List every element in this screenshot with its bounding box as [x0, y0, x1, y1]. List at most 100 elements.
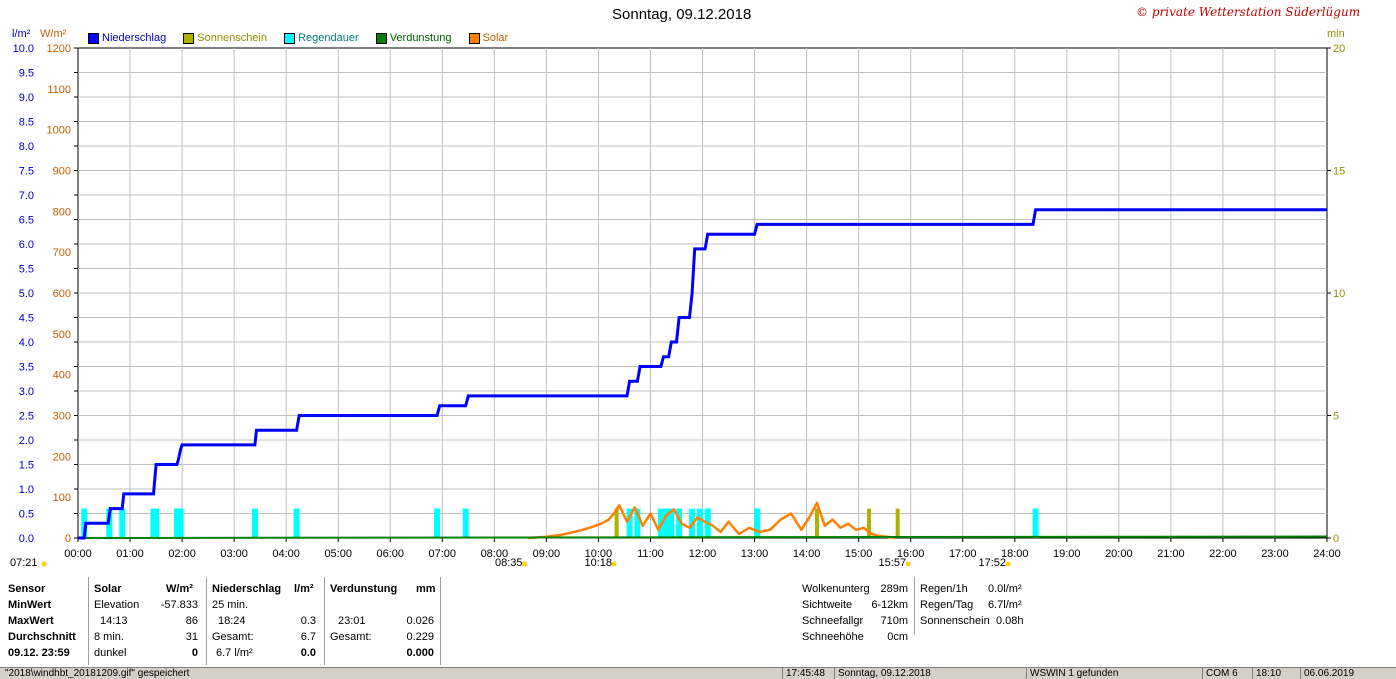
regendauer-bar — [153, 508, 160, 538]
y-tick-label-rain: 2.5 — [19, 411, 34, 423]
legend-item-solar: Solar — [468, 32, 509, 44]
x-tick-label: 10:00 — [585, 548, 613, 560]
x-tick-label: 07:00 — [429, 548, 457, 560]
cloud-base-label: Wolkenunterg — [802, 583, 870, 595]
regendauer-bar — [634, 508, 641, 538]
status-date: Sonntag, 09.12.2018 — [834, 668, 1024, 679]
rain-day-value: 6.7l/m² — [988, 599, 1022, 611]
solar-max-label: 14:13 — [100, 615, 128, 627]
durchschnitt-label: Durchschnitt — [8, 631, 76, 643]
y-tick-label-rain: 4.5 — [19, 313, 34, 325]
y-tick-label-solar: 1100 — [47, 84, 71, 96]
legend-label: Solar — [482, 32, 509, 44]
regendauer-bar — [462, 508, 469, 538]
legend-swatch — [284, 32, 296, 44]
sonnenschein-bar — [867, 508, 872, 538]
y-tick-label-solar: 400 — [53, 370, 71, 382]
divider — [88, 577, 89, 665]
y-tick-label-solar: 700 — [53, 247, 71, 259]
maxwert-label: MaxWert — [8, 615, 54, 627]
y-tick-label-rain: 0.0 — [19, 533, 34, 545]
rain-1h-value: 0.0l/m² — [988, 583, 1022, 595]
legend: Niederschlag Sonnenschein Regendauer Ver… — [88, 32, 508, 44]
y-tick-label-solar: 600 — [53, 288, 71, 300]
y-tick-label-solar: 900 — [53, 166, 71, 178]
verdunstung-line — [77, 535, 1328, 539]
status-clock: 18:10 — [1252, 668, 1294, 679]
evap-now-value: 0.000 — [406, 647, 434, 659]
sunshine-value: 0.08h — [996, 615, 1024, 627]
y-tick-label-rain: 5.0 — [19, 288, 34, 300]
solar-now-label: dunkel — [94, 647, 127, 659]
legend-label: Niederschlag — [102, 32, 167, 44]
sensor-label: Sensor — [8, 583, 46, 595]
y-tick-label-solar: 800 — [53, 206, 71, 218]
current-datetime: 09.12. 23:59 — [8, 647, 70, 659]
y-tick-label-rain: 10.0 — [13, 43, 34, 55]
y-tick-label-minutes: 5 — [1333, 411, 1339, 423]
evap-unit: mm — [416, 583, 436, 595]
regendauer-bar — [626, 508, 633, 538]
y-tick-label-solar: 500 — [53, 329, 71, 341]
x-tick-label: 21:00 — [1157, 548, 1185, 560]
marker-label: 10:18 — [584, 557, 612, 569]
status-date2: 06.06.2019 — [1300, 668, 1394, 679]
rain-total-value: 6.7 — [300, 631, 316, 643]
snow-depth-value: 0cm — [887, 631, 908, 643]
y-tick-label-rain: 2.0 — [19, 435, 34, 447]
x-tick-label: 03:00 — [220, 548, 248, 560]
x-tick-label: 02:00 — [168, 548, 196, 560]
marker-label: 15:57 — [879, 557, 907, 569]
x-tick-label: 01:00 — [116, 548, 144, 560]
x-tick-label: 24:00 — [1313, 548, 1341, 560]
y-tick-label-rain: 0.5 — [19, 509, 34, 521]
visibility-value: 6-12km — [871, 599, 908, 611]
x-tick-label: 11:00 — [637, 548, 664, 560]
regendauer-bar — [434, 508, 441, 538]
evap-header: Verdunstung — [330, 583, 398, 595]
x-tick-label: 04:00 — [272, 548, 300, 560]
copyright-text: © private Wetterstation Süderlügum — [1136, 5, 1361, 19]
divider — [914, 577, 915, 635]
rain-total-label: Gesamt: — [212, 631, 254, 643]
legend-swatch — [468, 32, 480, 44]
marker-label: 08:35 — [495, 557, 523, 569]
legend-item-verdunstung: Verdunstung — [375, 32, 451, 44]
x-tick-label: 13:00 — [741, 548, 769, 560]
regendauer-bar — [668, 508, 675, 538]
rain-now-value: 0.0 — [300, 647, 316, 659]
legend-item-regendauer: Regendauer — [284, 32, 359, 44]
evap-total-value: 0.229 — [406, 631, 434, 643]
legend-swatch — [183, 32, 195, 44]
sonnenschein-bar — [895, 508, 900, 538]
minwert-label: MinWert — [8, 599, 52, 611]
x-tick-label: 22:00 — [1209, 548, 1237, 560]
snow-depth-label: Schneehöhe — [802, 631, 864, 643]
solar-line — [528, 501, 896, 540]
status-com: COM 6 — [1202, 668, 1246, 679]
regendauer-bar — [663, 508, 670, 538]
y-tick-label-rain: 9.5 — [19, 68, 34, 80]
rain-max-value: 0.3 — [300, 615, 316, 627]
marker-dot — [1005, 561, 1011, 567]
x-tick-label: 23:00 — [1261, 548, 1289, 560]
y-tick-label-rain: 8.0 — [19, 141, 34, 153]
sonnenschein-bar — [814, 508, 819, 538]
y-tick-label-minutes: 20 — [1333, 43, 1345, 55]
evap-max-label: 23:01 — [338, 615, 366, 627]
sunshine-label: Sonnenschein — [920, 615, 990, 627]
y-tick-label-rain: 6.0 — [19, 239, 34, 251]
marker-label: 17:52 — [978, 557, 1006, 569]
regendauer-bar — [177, 508, 184, 538]
stats-panel: Sensor MinWert MaxWert Durchschnitt 09.1… — [0, 573, 1378, 667]
x-tick-label: 15:00 — [845, 548, 873, 560]
legend-item-sonnenschein: Sonnenschein — [183, 32, 267, 44]
status-file: "2018\windhbt_20181209.gif" gespeichert — [5, 668, 190, 679]
x-tick-label: 09:00 — [533, 548, 561, 560]
unit-right-minutes: min — [1327, 28, 1345, 40]
regendauer-bar — [81, 508, 88, 538]
x-tick-label: 12:00 — [689, 548, 717, 560]
weather-chart: 0.0 0.5 1.0 1.5 2.0 2.5 3.0 3.5 4.0 4.5 5.0 5.5 6.0 6… — [10, 43, 1345, 569]
marker-label: 07:21 — [10, 557, 38, 569]
regendauer-bar — [676, 508, 683, 538]
